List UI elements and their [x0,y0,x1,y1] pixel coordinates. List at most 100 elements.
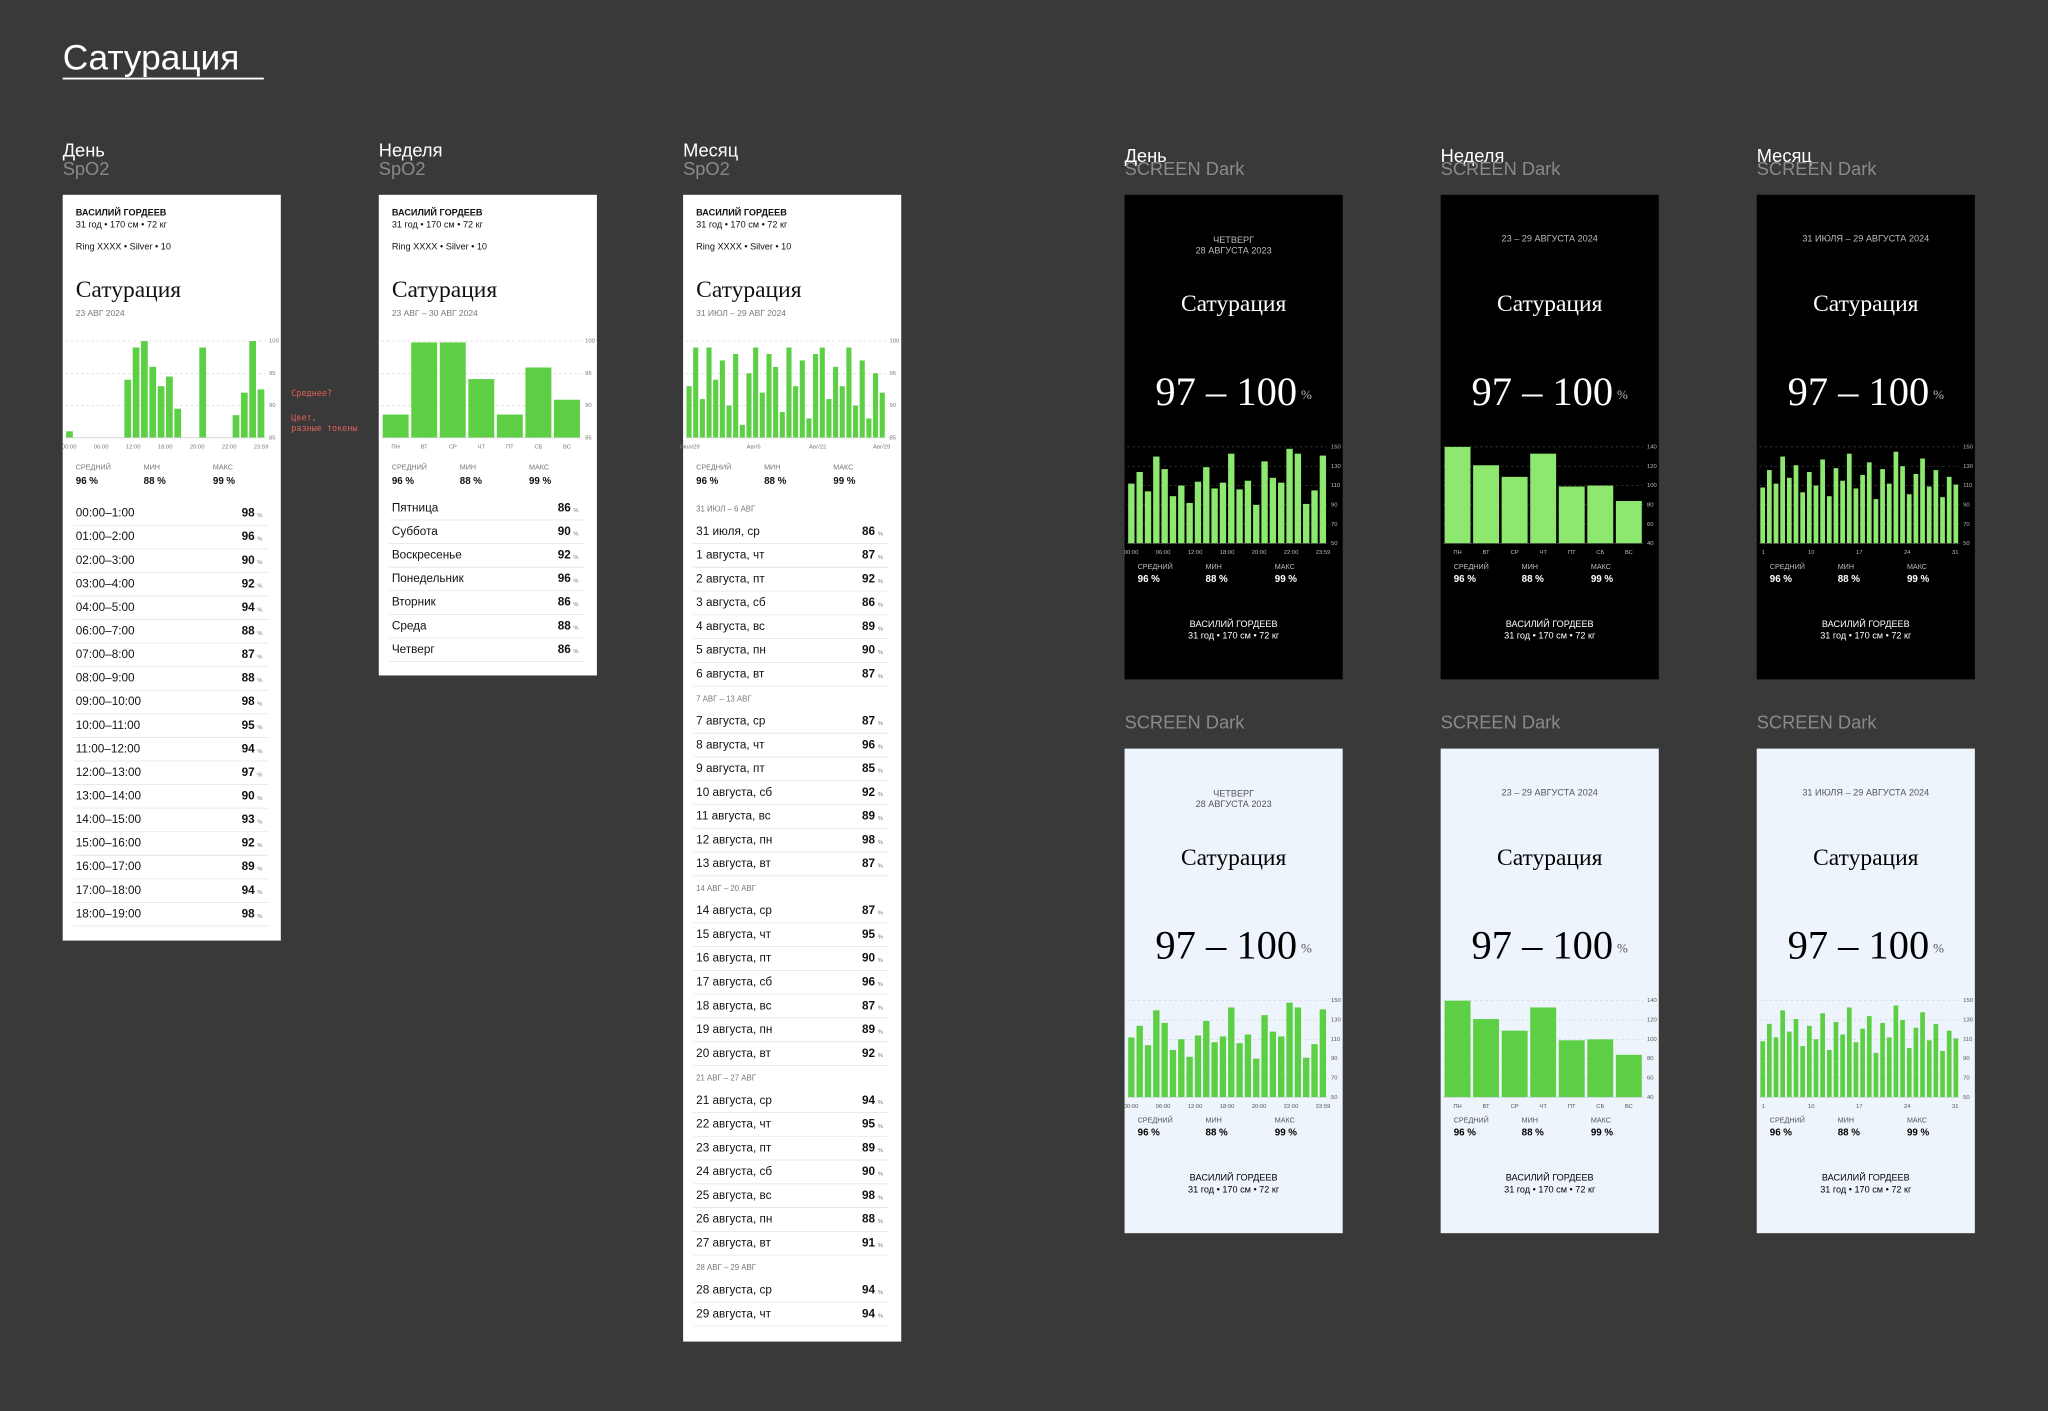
profile-params: 31 год • 170 см • 72 кг [76,219,168,229]
stat-label: МИН [1838,1117,1854,1125]
stat-number: 88 [1838,1127,1849,1138]
profile-name: ВАСИЛИЙ ГОРДЕЕВ [1506,618,1594,629]
bar [1319,455,1327,544]
bar [699,399,705,438]
bar [1926,1040,1932,1098]
column-label: Месяц [1757,145,1813,166]
bar [1860,474,1865,544]
stat-unit: % [1219,1127,1228,1138]
bar [1203,467,1210,544]
stat-label: МАКС [833,464,853,472]
bar [257,389,265,438]
bar [1946,476,1952,544]
row-label: 20 августа, вт [696,1047,771,1060]
stat-unit: % [778,475,787,486]
bar [249,341,257,438]
row-label: 14 августа, ср [696,904,772,917]
row-value: 87 [862,904,876,917]
y-tick-label: 70 [1963,522,1970,528]
x-tick-label: 20:00 [1252,1104,1267,1110]
bar [1900,1020,1905,1098]
x-tick-label: 1 [1762,550,1765,556]
bar [1286,448,1293,544]
x-tick-label: ПН [391,444,399,450]
column-sub: SCREEN Dark [1441,158,1562,179]
row-label: 16:00–17:00 [76,860,142,873]
row-label: 9 августа, пт [696,762,765,775]
stat-label: МАКС [1591,563,1611,571]
row-value: 88 [862,1213,876,1226]
screen-date: ЧЕТВЕРГ [1213,789,1254,799]
stat-unit: % [1467,573,1476,584]
bar [439,342,466,438]
bar [1261,461,1268,544]
screen-range: 97 – 100% [1155,369,1312,414]
screen-range: 97 – 100% [1471,369,1628,414]
profile-params: 31 год • 170 см • 72 кг [1820,631,1912,641]
row-unit: % [878,934,883,940]
group-label: 31 ИЮЛ – 6 АВГ [696,505,756,514]
bar [1826,496,1832,544]
row-value: 98 [862,833,876,846]
bar [713,379,719,438]
x-tick-label: 10 [1808,1104,1815,1110]
y-tick-label: 50 [1963,1095,1970,1101]
profile-name: ВАСИЛИЙ ГОРДЕЕВ [392,207,483,218]
x-tick-label: ЧТ [478,444,486,450]
row-value: 96 [862,976,876,989]
x-tick-label: СР [1511,1104,1519,1110]
stat-value: 99% [213,475,236,486]
bar [773,366,779,438]
x-tick-label: Авг/29 [873,444,890,450]
row-unit: % [878,531,883,537]
y-tick-label: 110 [1963,1037,1973,1043]
stat-label: МИН [1206,1117,1222,1125]
bar [525,367,552,438]
stat-number: 88 [764,475,775,486]
row-label: 11:00–12:00 [76,742,141,755]
stat-unit: % [226,475,235,486]
row-value: 95 [862,928,876,941]
column-sub: SpO2 [379,158,426,179]
stat-value: 99% [1907,573,1930,584]
bar [1286,1002,1293,1098]
stat-number: 88 [144,475,155,486]
row-label: Суббота [392,525,438,538]
bar [1840,480,1845,544]
row-label: 19 августа, пн [696,1023,772,1036]
stat-number: 96 [1138,1127,1149,1138]
stat-value: 99% [1591,1127,1614,1138]
row-value: 89 [862,810,876,823]
stat-value: 88% [764,475,787,486]
x-tick-label: 18:00 [1220,550,1235,556]
stat-label: МИН [764,464,780,472]
row-value: 90 [242,554,256,567]
row-value: 92 [862,1047,876,1060]
bar [1244,480,1252,544]
stat-number: 88 [1206,1127,1217,1138]
bar [859,360,865,438]
row-unit: % [257,607,262,613]
bar [1501,476,1528,544]
row-value: 86 [558,596,572,609]
panel-title: Сатурация [696,277,802,303]
row-unit: % [878,816,883,822]
row-value: 87 [862,549,876,562]
stat-unit: % [473,475,482,486]
y-tick-label: 130 [1331,1018,1342,1024]
bar [719,360,725,438]
stat-value: 96% [1138,573,1161,584]
profile-params: 31 год • 170 см • 72 кг [1504,1184,1596,1194]
bar [813,353,819,438]
profile-name: ВАСИЛИЙ ГОРДЕЕВ [696,207,787,218]
row-unit: % [257,843,262,849]
row-label: 26 августа, пн [696,1213,772,1226]
column-label: Неделя [1441,145,1505,166]
group-label: 14 АВГ – 20 АВГ [696,884,757,893]
row-value: 94 [242,601,256,614]
stat-unit: % [157,475,166,486]
stat-unit: % [1783,573,1792,584]
row-unit: % [878,1314,883,1320]
row-value: 87 [862,999,876,1012]
y-tick-label: 110 [1331,1037,1341,1043]
